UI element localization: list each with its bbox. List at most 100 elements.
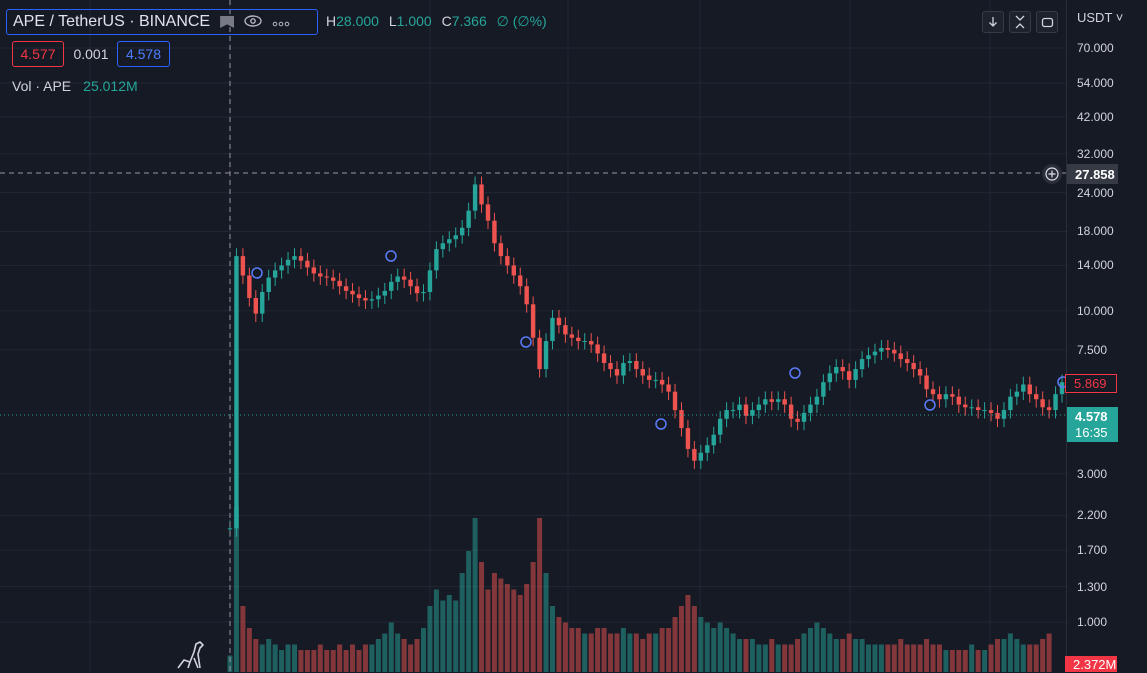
change-value: ∅ (∅%) xyxy=(496,13,547,29)
volume-bar xyxy=(285,644,291,672)
close-value: 7.366 xyxy=(451,13,487,29)
candle xyxy=(563,317,568,343)
candle xyxy=(756,396,762,419)
candle xyxy=(447,231,452,252)
volume-bar xyxy=(446,595,452,672)
candle xyxy=(582,333,587,350)
candle xyxy=(840,359,845,380)
flag-icon[interactable] xyxy=(220,16,235,28)
candle xyxy=(885,340,891,359)
candle xyxy=(1027,376,1032,403)
volume-bar xyxy=(569,628,575,672)
volume-bar xyxy=(343,650,349,672)
volume-bar xyxy=(962,650,968,672)
arrow-down-icon[interactable] xyxy=(982,11,1004,33)
candle xyxy=(614,361,620,384)
volume-bar xyxy=(356,650,362,672)
price-tick: 3.000 xyxy=(1077,466,1108,481)
volume-bar xyxy=(388,622,394,672)
symbol-info-box[interactable]: APE / TetherUS · BINANCE xyxy=(6,9,318,35)
collapse-icon[interactable] xyxy=(1009,11,1031,33)
candle xyxy=(440,235,446,258)
volume-bar xyxy=(350,644,356,672)
candle xyxy=(369,291,375,309)
volume-bar xyxy=(485,589,491,672)
volume-bar xyxy=(827,633,833,672)
candle xyxy=(737,396,742,419)
high-label: H xyxy=(326,13,337,29)
candle xyxy=(311,259,317,282)
chart-area[interactable] xyxy=(0,0,1066,672)
volume-marker: 2.372M xyxy=(1065,656,1117,672)
candle xyxy=(518,267,523,295)
candle xyxy=(1059,374,1065,403)
add-alert-plus-icon[interactable] xyxy=(1042,164,1062,184)
volume-bar xyxy=(820,628,826,672)
price-scale[interactable]: USDT ˅ 70.000 54.000 42.000 32.000 24.000 18.… xyxy=(1065,0,1147,672)
candle xyxy=(492,212,497,252)
candle xyxy=(337,272,342,295)
volume-legend[interactable]: Vol · APE 25.012M xyxy=(12,78,138,94)
event-marker[interactable] xyxy=(385,250,397,262)
candle xyxy=(647,367,652,389)
symbol-title[interactable]: APE / TetherUS · BINANCE xyxy=(13,13,211,30)
price-tick: 7.500 xyxy=(1077,342,1108,357)
volume-bar xyxy=(1040,639,1046,672)
volume-bar xyxy=(936,644,942,672)
sell-button[interactable]: 4.577 xyxy=(12,41,64,67)
volume-bar xyxy=(982,650,988,672)
event-marker[interactable] xyxy=(251,267,263,279)
volume-bar xyxy=(311,650,317,672)
candle xyxy=(963,396,968,416)
volume-bar xyxy=(859,639,865,672)
price-chart[interactable] xyxy=(0,0,1066,672)
price-tick: 1.000 xyxy=(1077,615,1108,629)
candle xyxy=(866,347,871,368)
event-marker[interactable] xyxy=(520,336,532,348)
candle xyxy=(969,399,974,416)
candle xyxy=(621,355,626,384)
currency-selector[interactable]: USDT ˅ xyxy=(1077,10,1124,25)
price-tick: 1.300 xyxy=(1077,579,1108,594)
volume-bar xyxy=(401,639,407,672)
volume-bar xyxy=(498,578,504,672)
candle xyxy=(666,376,671,401)
volume-bar xyxy=(698,617,704,672)
event-marker[interactable] xyxy=(789,367,801,379)
candle xyxy=(911,355,916,378)
event-marker[interactable] xyxy=(1057,376,1066,388)
volume-bar xyxy=(259,644,265,672)
volume-bar xyxy=(595,628,601,672)
volume-bar xyxy=(511,589,517,672)
candle xyxy=(975,399,981,419)
event-marker[interactable] xyxy=(924,399,936,411)
volume-bar xyxy=(453,600,459,672)
candle xyxy=(1034,386,1039,408)
more-dots-icon[interactable] xyxy=(272,14,290,31)
buy-button[interactable]: 4.578 xyxy=(117,41,170,67)
volume-bar xyxy=(504,584,510,672)
candle xyxy=(453,227,458,248)
candle xyxy=(356,286,362,307)
volume-bar xyxy=(866,644,872,672)
candle xyxy=(588,333,594,353)
candle xyxy=(1014,383,1020,406)
candle xyxy=(769,391,774,411)
price-tick: 2.200 xyxy=(1077,508,1108,523)
candle xyxy=(924,367,929,398)
candle xyxy=(576,329,581,350)
event-marker[interactable] xyxy=(655,418,667,430)
candle xyxy=(692,441,697,470)
candle xyxy=(427,262,433,301)
candle xyxy=(879,340,884,360)
fullscreen-icon[interactable] xyxy=(1036,11,1058,33)
candle xyxy=(530,296,536,347)
volume-bar xyxy=(491,573,497,672)
eye-icon[interactable] xyxy=(244,14,262,31)
candle xyxy=(253,290,258,322)
volume-bar xyxy=(459,573,465,672)
dinosaur-logo-icon xyxy=(176,640,210,673)
volume-bar xyxy=(659,628,665,672)
candle xyxy=(634,353,639,378)
volume-bar xyxy=(917,644,923,672)
